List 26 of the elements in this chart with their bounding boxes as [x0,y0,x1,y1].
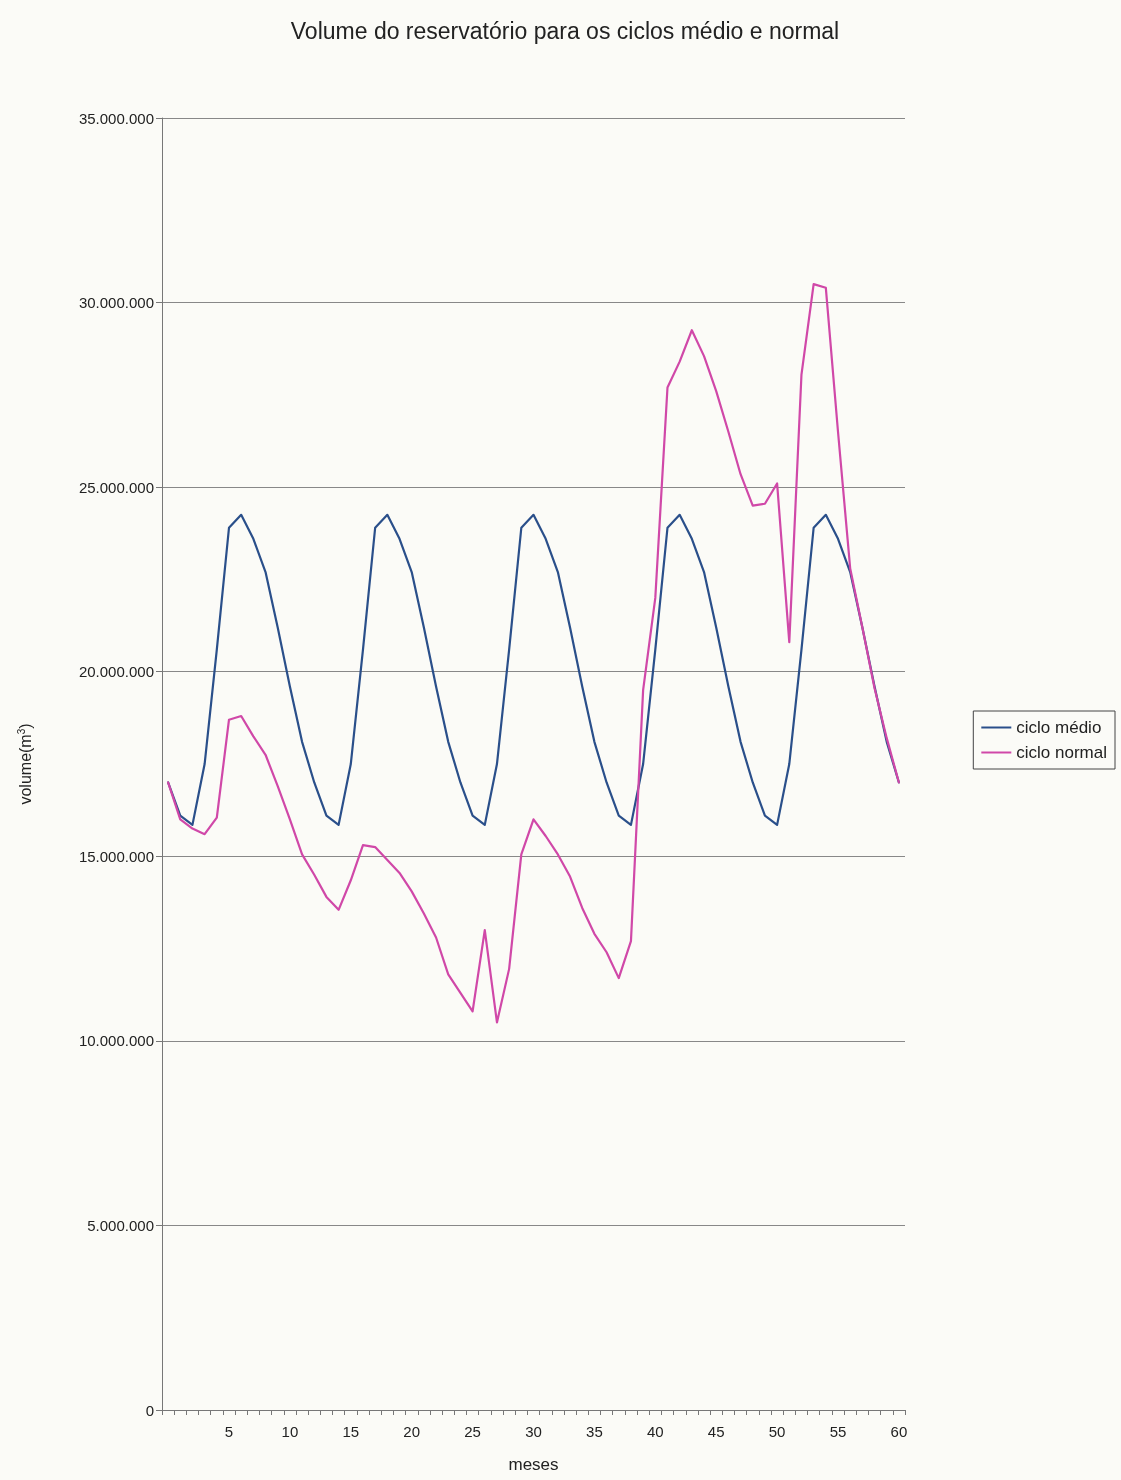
y-tick-label: 15.000.000 [78,847,154,865]
y-tick-label: 35.000.000 [78,109,154,127]
x-tick-label: 25 [464,1423,481,1440]
line-series [166,283,901,1024]
y-axis-title: volume(m3) [15,723,34,805]
x-tick-label: 55 [829,1423,847,1440]
x-tick-label: 45 [707,1423,725,1440]
x-tick-label: 20 [403,1423,421,1440]
x-tick-label: 50 [768,1423,786,1440]
x-tick-label: 30 [525,1423,542,1440]
chart-title: Volume do reservatório para os ciclos médio e normal [290,17,840,44]
y-tick-label: 5.000.000 [87,1216,154,1234]
y-tick-label: 0 [145,1401,154,1419]
legend-label: ciclo normal [1016,743,1108,762]
y-tick-label: 25.000.000 [78,478,154,496]
y-tick-label: 20.000.000 [78,663,154,681]
legend-label: ciclo médio [1016,718,1102,737]
x-tick-label: 60 [890,1423,908,1440]
x-tick-label: 40 [646,1423,664,1440]
x-tick-label: 5 [224,1423,234,1440]
x-tick-label: 10 [281,1423,299,1440]
x-tick-label: 15 [342,1423,360,1440]
y-tick-label: 30.000.000 [78,294,154,312]
x-tick-label: 35 [586,1423,603,1440]
x-axis-title: meses [508,1455,559,1474]
y-tick-label: 10.000.000 [78,1032,154,1050]
